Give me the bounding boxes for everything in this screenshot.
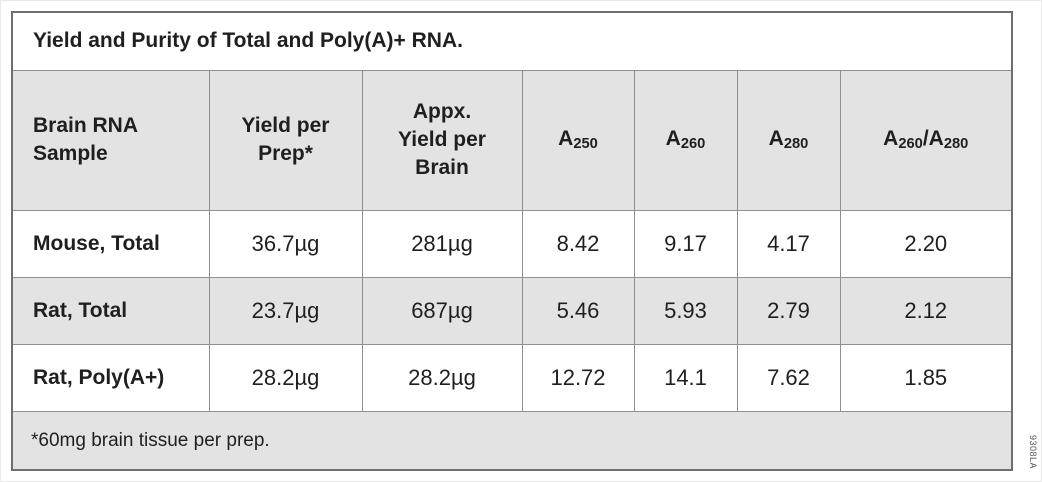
a280-subscript: 280 xyxy=(783,136,809,153)
col-header-yield-per-prep: Yield per Prep* xyxy=(208,69,363,211)
a250-subscript: 250 xyxy=(573,136,598,153)
col-header-a280: A280 xyxy=(736,69,841,211)
ratio-subscript-2: 280 xyxy=(943,136,969,153)
cell-yield-per-prep: 36.7µg xyxy=(208,209,363,279)
table-row-rat-polya: Rat, Poly(A+) 28.2µg 28.2µg 12.72 14.1 7… xyxy=(11,344,1013,413)
cell-sample: Rat, Poly(A+) xyxy=(11,344,210,413)
col-header-a260: A260 xyxy=(633,69,738,211)
cell-yield-per-brain: 281µg xyxy=(361,209,523,279)
cell-a250: 12.72 xyxy=(521,344,635,413)
cell-a280: 2.79 xyxy=(736,277,841,346)
ratio-base-1: A xyxy=(883,127,899,151)
table-row-rat-total: Rat, Total 23.7µg 687µg 5.46 5.93 2.79 2… xyxy=(11,277,1013,346)
cell-a260: 5.93 xyxy=(633,277,738,346)
ratio-separator: / xyxy=(922,127,929,151)
cell-yield-per-brain: 28.2µg xyxy=(361,344,523,413)
col-header-a250: A250 xyxy=(521,69,635,211)
ratio-subscript-1: 260 xyxy=(898,136,923,153)
col-header-sample: Brain RNA Sample xyxy=(11,69,210,211)
cell-a250: 5.46 xyxy=(521,277,635,346)
cell-a260: 14.1 xyxy=(633,344,738,413)
col-header-a260-a280-ratio: A260/A280 xyxy=(839,69,1013,211)
rna-yield-table: Yield and Purity of Total and Poly(A)+ R… xyxy=(11,11,1014,471)
table-row-mouse-total: Mouse, Total 36.7µg 281µg 8.42 9.17 4.17… xyxy=(11,209,1013,279)
cell-yield-per-prep: 28.2µg xyxy=(208,344,363,413)
cell-a280: 7.62 xyxy=(736,344,841,413)
table-header-row: Brain RNA Sample Yield per Prep* Appx. Y… xyxy=(11,69,1013,211)
a250-base: A xyxy=(558,127,574,151)
a260-base: A xyxy=(665,127,681,151)
col-header-yield-per-brain: Appx. Yield per Brain xyxy=(361,69,523,211)
cell-a280: 4.17 xyxy=(736,209,841,279)
ratio-base-2: A xyxy=(928,127,944,151)
cell-a250: 8.42 xyxy=(521,209,635,279)
cell-a260: 9.17 xyxy=(633,209,738,279)
a260-subscript: 260 xyxy=(680,136,706,153)
cell-sample: Rat, Total xyxy=(11,277,210,346)
cell-sample: Mouse, Total xyxy=(11,209,210,279)
cell-ratio: 1.85 xyxy=(839,344,1013,413)
cell-ratio: 2.12 xyxy=(839,277,1013,346)
table-footnote-row: *60mg brain tissue per prep. xyxy=(11,411,1013,471)
figure-code-label: 9308LA xyxy=(1028,434,1038,469)
cell-ratio: 2.20 xyxy=(839,209,1013,279)
table-footnote: *60mg brain tissue per prep. xyxy=(11,411,1013,471)
cell-yield-per-prep: 23.7µg xyxy=(208,277,363,346)
table-title-row: Yield and Purity of Total and Poly(A)+ R… xyxy=(11,11,1013,71)
a280-base: A xyxy=(768,127,784,151)
cell-yield-per-brain: 687µg xyxy=(361,277,523,346)
table-title: Yield and Purity of Total and Poly(A)+ R… xyxy=(11,11,1013,71)
